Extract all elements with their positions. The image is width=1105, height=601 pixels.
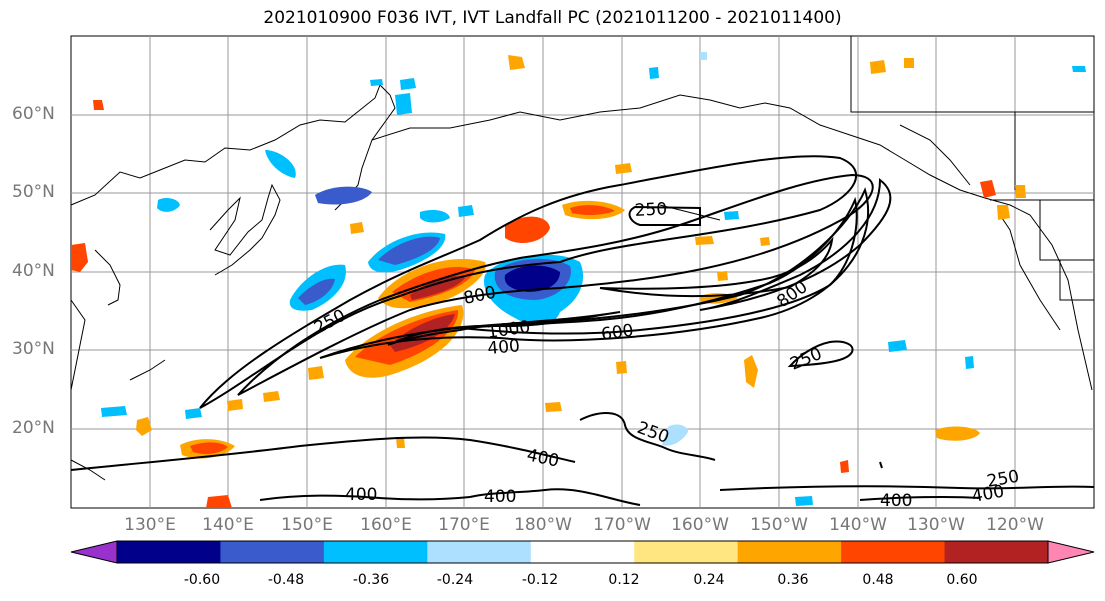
colorbar-cell [220, 541, 325, 563]
colorbar-cell [530, 541, 635, 563]
colorbar-tick-label: 0.12 [608, 572, 640, 588]
colorbar-tick-label: -0.12 [521, 572, 559, 588]
colorbar-tick-label: 0.36 [777, 572, 809, 588]
lon-label: 180°W [514, 515, 572, 535]
colorbar-tick-label: -0.36 [352, 572, 390, 588]
colorbar-cell [841, 541, 946, 563]
contour-label: 600 [600, 321, 635, 345]
colorbar-tick-label: 0.60 [946, 572, 978, 588]
contour-label: 400 [345, 485, 377, 505]
colorbar-tick-label: 0.48 [862, 572, 894, 588]
colorbar-cell [427, 541, 532, 563]
page-title: 2021010900 F036 IVT, IVT Landfall PC (20… [263, 8, 842, 28]
lon-label: 170°E [438, 515, 490, 535]
colorbar-cell [944, 541, 1049, 563]
colorbar-cell [117, 541, 221, 563]
lon-label: 140°W [829, 515, 887, 535]
contour-label: 250 [634, 199, 667, 221]
contour-label: 400 [484, 487, 516, 507]
lon-label: 120°W [986, 515, 1044, 535]
lat-label: 30°N [12, 339, 55, 359]
colorbar-extend-high [1047, 540, 1095, 564]
lat-label: 60°N [12, 104, 55, 124]
colorbar-tick-label: -0.48 [267, 572, 305, 588]
contour-label: 400 [487, 336, 521, 359]
colorbar-cell [323, 541, 428, 563]
lon-label: 160°W [671, 515, 729, 535]
ivt-contours [70, 155, 1095, 506]
colorbar-extend-low [70, 540, 118, 564]
contour-label: 400 [880, 491, 912, 511]
lon-label: 130°E [124, 515, 176, 535]
lat-label: 20°N [12, 418, 55, 438]
lon-label: 150°W [750, 515, 808, 535]
lon-label: 140°E [202, 515, 254, 535]
colorbar-tick-label: -0.60 [183, 572, 221, 588]
lon-label: 160°E [360, 515, 412, 535]
colorbar-cell [737, 541, 842, 563]
map-area: 250 250 800 1000 400 600 800 250 250 400… [70, 36, 1095, 511]
colorbar-tick-label: 0.24 [693, 572, 725, 588]
lat-label: 50°N [12, 182, 55, 202]
lat-label: 40°N [12, 261, 55, 281]
colorbar-cell [634, 541, 739, 563]
lon-label: 150°E [281, 515, 333, 535]
colorbar [70, 540, 1095, 564]
colorbar-tick-label: -0.24 [436, 572, 474, 588]
lon-label: 130°W [907, 515, 965, 535]
lon-label: 170°W [593, 515, 651, 535]
negative-shading [101, 52, 1086, 506]
borders [850, 36, 1094, 301]
contour-labels: 250 250 800 1000 400 600 800 250 250 400… [311, 199, 1021, 511]
